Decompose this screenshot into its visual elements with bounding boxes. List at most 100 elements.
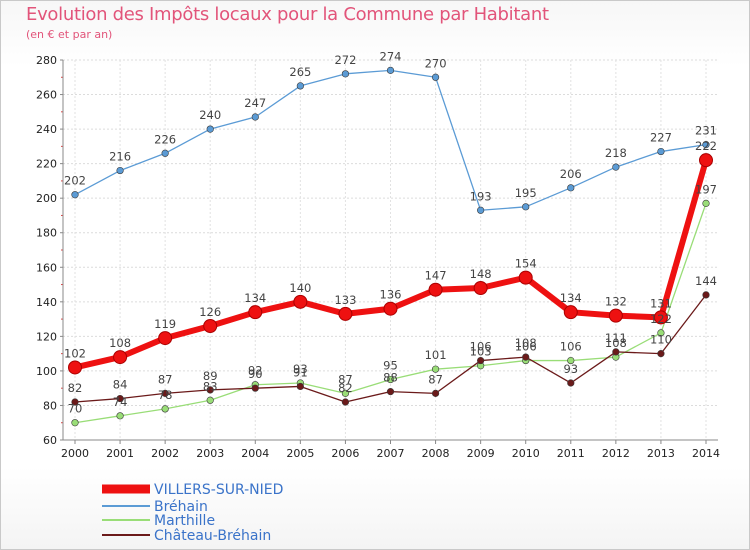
y-tick-label: 160 (36, 261, 57, 274)
data-point (251, 384, 259, 392)
y-tick-label: 260 (36, 89, 57, 102)
data-labels: 102 108 119 126 134 140 133 136 147 148 154 134 132 1… (64, 49, 717, 415)
data-label: 89 (203, 369, 218, 383)
data-point (71, 191, 79, 199)
data-point (386, 375, 395, 384)
data-point (518, 270, 533, 285)
x-tick-label: 2001 (106, 447, 134, 460)
x-tick-label: 2009 (467, 447, 495, 460)
data-label: 108 (605, 336, 627, 350)
data-label: 231 (695, 124, 717, 138)
data-label: 119 (154, 317, 176, 331)
data-label: 195 (515, 186, 537, 200)
data-label: 83 (203, 379, 218, 393)
data-point (68, 360, 82, 375)
data-label: 197 (695, 182, 717, 196)
data-point (293, 294, 308, 309)
data-label: 78 (158, 388, 173, 402)
data-label: 131 (650, 296, 672, 310)
data-point (338, 306, 353, 321)
data-label: 222 (695, 139, 717, 153)
data-label: 216 (109, 150, 131, 164)
y-tick-label: 100 (36, 365, 57, 378)
data-label: 74 (113, 395, 128, 409)
data-label: 240 (199, 108, 221, 122)
data-point (431, 73, 440, 81)
data-label: 270 (425, 56, 447, 70)
data-label: 227 (650, 131, 672, 145)
data-point (71, 419, 79, 427)
data-point (522, 203, 530, 211)
data-point (431, 389, 440, 397)
data-point (699, 153, 713, 168)
x-tick-label: 2011 (557, 447, 585, 460)
data-point (206, 386, 214, 394)
data-label: 106 (560, 340, 582, 354)
x-tick-label: 2000 (61, 447, 89, 460)
x-tick-label: 2002 (151, 447, 179, 460)
data-point (702, 199, 710, 207)
data-point (161, 389, 169, 397)
axes: 60 80 100 120 140 160 180 200 220 240 260 280 2000 20… (36, 54, 720, 460)
chart-subtitle: (en € et par an) (26, 28, 113, 41)
data-point (161, 149, 169, 157)
data-label: 126 (199, 305, 221, 319)
legend-label: Bréhain (154, 499, 208, 515)
y-tick-label: 60 (43, 434, 57, 447)
data-label: 108 (515, 336, 537, 350)
data-point (612, 348, 620, 356)
y-tick-label: 200 (36, 192, 57, 205)
data-point (431, 365, 440, 373)
data-point (657, 329, 665, 337)
x-tick-label: 2010 (512, 447, 540, 460)
data-label: 136 (380, 288, 402, 302)
data-point (296, 82, 304, 90)
data-label: 110 (650, 333, 672, 347)
data-point (161, 405, 169, 413)
data-point (113, 350, 128, 365)
data-point (522, 353, 530, 361)
x-tick-label: 2012 (602, 447, 630, 460)
legend-label: Marthille (154, 513, 215, 529)
x-tick-label: 2008 (422, 447, 450, 460)
data-point (428, 282, 443, 297)
data-label: 106 (515, 340, 537, 354)
data-label: 91 (293, 365, 308, 379)
data-label: 92 (248, 364, 263, 378)
data-point (567, 356, 575, 365)
y-tick-label: 240 (36, 123, 57, 136)
data-label: 101 (425, 348, 447, 362)
data-label: 265 (289, 65, 311, 79)
data-point (653, 310, 668, 325)
x-tick-label: 2006 (331, 447, 359, 460)
data-point (251, 113, 259, 121)
series-lines (68, 66, 713, 427)
x-tick-label: 2003 (196, 447, 224, 460)
data-label: 226 (154, 132, 176, 146)
data-point (477, 206, 485, 214)
data-label: 193 (470, 189, 492, 203)
data-label: 70 (68, 402, 83, 416)
data-label: 103 (470, 345, 492, 359)
data-label: 82 (338, 381, 353, 395)
data-label: 87 (158, 372, 173, 386)
data-point (702, 291, 710, 299)
data-point (341, 389, 350, 397)
data-label: 102 (64, 346, 86, 360)
data-point (477, 356, 485, 365)
data-label: 111 (605, 331, 627, 345)
x-tick-label: 2007 (377, 447, 405, 460)
legend-label: Château-Bréhain (154, 528, 271, 544)
data-point (116, 394, 124, 403)
data-point (608, 308, 623, 323)
data-point (473, 281, 488, 295)
data-label: 133 (334, 293, 356, 307)
x-tick-label: 2004 (241, 447, 269, 460)
data-label: 106 (470, 340, 492, 354)
data-label: 272 (334, 53, 356, 67)
data-point (116, 166, 124, 175)
y-tick-label: 220 (36, 158, 57, 171)
data-label: 218 (605, 146, 627, 160)
